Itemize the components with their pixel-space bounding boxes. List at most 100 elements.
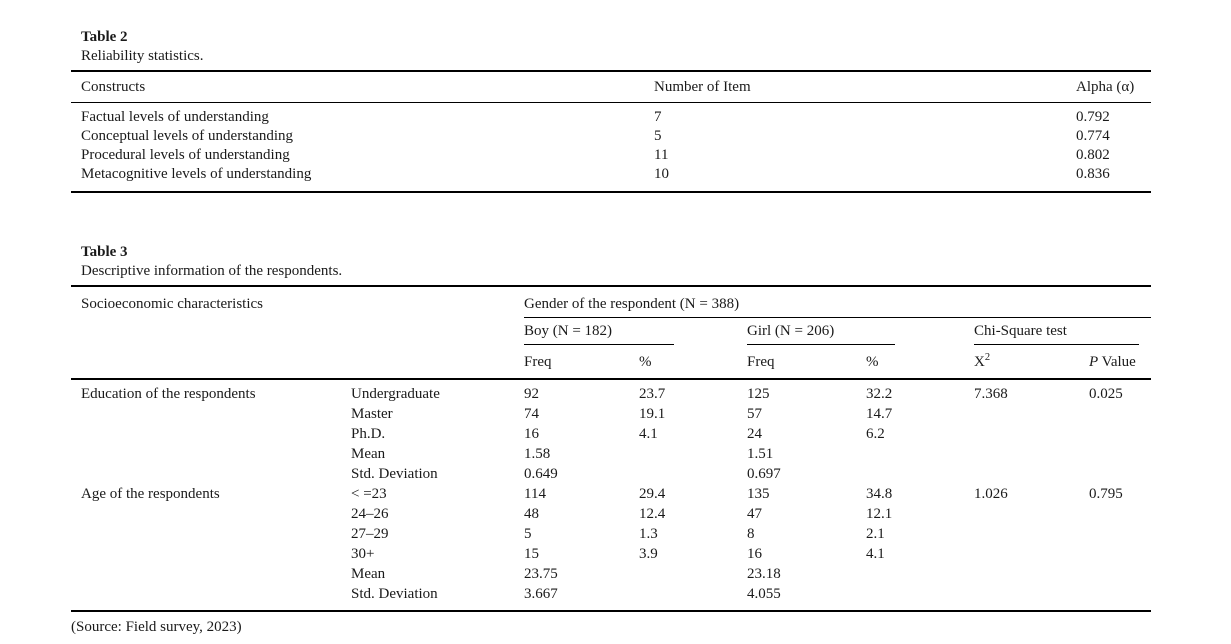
descriptive-table-header: Socioeconomic characteristics Gender of … (71, 286, 1152, 379)
column-header-girl-freq: Freq (747, 354, 775, 370)
cell: 24–26 (351, 506, 389, 522)
cell: 125 (747, 386, 770, 402)
cell: 4.055 (747, 586, 781, 602)
cell: 30+ (351, 546, 375, 562)
column-header-boy-pct: % (639, 354, 652, 370)
cell: 23.75 (524, 566, 558, 582)
cell (1089, 504, 1151, 524)
chi-stat-superscript: 2 (984, 352, 991, 363)
cell (639, 464, 747, 484)
column-header-girl-pct: % (866, 354, 879, 370)
table-row: Master 74 19.1 57 14.7 (71, 404, 1151, 424)
cell (71, 524, 351, 544)
cell: Ph.D. (351, 426, 386, 442)
cell: Procedural levels of understanding (81, 147, 290, 163)
header-row-groups-top: Socioeconomic characteristics Gender of … (71, 286, 1152, 318)
cell (974, 584, 1089, 611)
table-row: Metacognitive levels of understanding 10… (71, 165, 1151, 192)
cell: 1.58 (524, 446, 551, 462)
cell: 57 (747, 406, 763, 422)
table3-title: Table 3 (81, 244, 128, 260)
column-group-chi-square: Chi-Square test (974, 318, 1151, 345)
cell (71, 424, 351, 444)
reliability-table-header: Constructs Number of Item Alpha (α) (71, 71, 1151, 103)
column-group-boy: Boy (N = 182) (524, 318, 747, 345)
cell: 12.4 (639, 506, 666, 522)
cell (639, 584, 747, 611)
cell (71, 544, 351, 564)
cell (71, 464, 351, 484)
cell (1089, 544, 1151, 564)
table-row: Factual levels of understanding 7 0.792 (71, 103, 1151, 128)
reliability-table-body: Factual levels of understanding 7 0.792 … (71, 103, 1151, 193)
cell: 47 (747, 506, 763, 522)
p-value-rest: Value (1098, 354, 1136, 370)
cell (71, 564, 351, 584)
cell (974, 504, 1089, 524)
cell: 32.2 (866, 386, 893, 402)
cell: 29.4 (639, 486, 666, 502)
source-note: (Source: Field survey, 2023) (71, 619, 242, 635)
cell (1089, 584, 1151, 611)
header-row-measures: Freq % Freq % X2 P Value (71, 345, 1151, 379)
cell: Undergraduate (351, 386, 440, 402)
table-row: Age of the respondents < =23 114 29.4 13… (71, 484, 1151, 504)
cell: < =23 (351, 486, 387, 502)
table-row: 27–29 5 1.3 8 2.1 (71, 524, 1151, 544)
column-header-boy-freq: Freq (524, 354, 552, 370)
article-page: Table 2 Reliability statistics. Construc… (71, 29, 1152, 635)
cell (974, 424, 1089, 444)
cell: 0.792 (1076, 109, 1110, 125)
cell: 0.025 (1089, 386, 1123, 402)
cell: 2.1 (866, 526, 885, 542)
cell: 114 (524, 486, 546, 502)
table-row: 24–26 48 12.4 47 12.1 (71, 504, 1151, 524)
cell: 34.8 (866, 486, 893, 502)
cell: Std. Deviation (351, 466, 438, 482)
cell: 10 (654, 166, 669, 182)
cell (974, 464, 1089, 484)
chi-stat-base: X (974, 354, 985, 370)
header-row-groups: Boy (N = 182) Girl (N = 206) Chi-Square … (71, 318, 1151, 345)
cell: 14.7 (866, 406, 893, 422)
cell (1089, 524, 1151, 544)
cell (1089, 444, 1151, 464)
table-row: Procedural levels of understanding 11 0.… (71, 146, 1151, 165)
cell: 74 (524, 406, 540, 422)
cell: 135 (747, 486, 770, 502)
cell: 0.649 (524, 466, 558, 482)
cell: 4.1 (866, 546, 885, 562)
cell: 1.3 (639, 526, 658, 542)
table-row: Std. Deviation 3.667 4.055 (71, 584, 1151, 611)
column-group-boy-label: Boy (N = 182) (524, 322, 675, 345)
column-header-socioeconomic: Socioeconomic characteristics (81, 296, 264, 312)
cell: Std. Deviation (351, 586, 438, 602)
cell: 48 (524, 506, 540, 522)
cell: 0.802 (1076, 147, 1110, 163)
table2-title: Table 2 (81, 29, 128, 45)
column-header-constructs: Constructs (71, 71, 654, 103)
p-value-italic: P (1089, 354, 1099, 370)
column-group-gender: Gender of the respondent (N = 388) (524, 286, 1152, 318)
column-group-girl-label: Girl (N = 206) (747, 322, 896, 345)
cell (71, 444, 351, 464)
cell (1089, 464, 1151, 484)
cell (974, 524, 1089, 544)
cell: 5 (524, 526, 532, 542)
cell (974, 564, 1089, 584)
table-row: Mean 1.58 1.51 (71, 444, 1151, 464)
cell (974, 444, 1089, 464)
cell: 0.774 (1076, 128, 1110, 144)
cell (71, 584, 351, 611)
cell (974, 544, 1089, 564)
table3-caption: Descriptive information of the responden… (81, 263, 343, 279)
table-row: 30+ 15 3.9 16 4.1 (71, 544, 1151, 564)
cell: Mean (351, 446, 386, 462)
cell: Factual levels of understanding (81, 109, 269, 125)
cell: 23.7 (639, 386, 666, 402)
cell: 1.026 (974, 486, 1008, 502)
cell (866, 584, 974, 611)
cell: 11 (654, 147, 669, 163)
cell: 7.368 (974, 386, 1008, 402)
cell: 24 (747, 426, 763, 442)
